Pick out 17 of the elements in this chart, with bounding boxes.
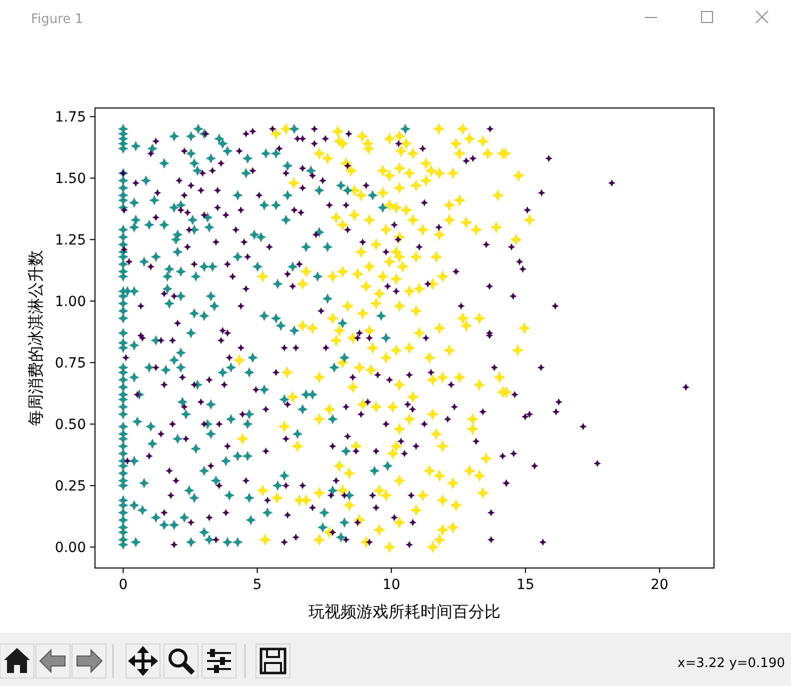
y-tick-label: 1.50 <box>54 171 86 188</box>
x-tick-label: 10 <box>382 577 400 593</box>
x-tick-label: 20 <box>650 577 668 593</box>
window-title: Figure 1 <box>31 12 84 27</box>
y-tick-label: 0.75 <box>54 356 86 372</box>
x-tick-label: 5 <box>252 577 262 593</box>
x-tick-label: 15 <box>516 577 534 593</box>
y-tick-label: 1.75 <box>54 110 86 126</box>
y-tick-label: 0.25 <box>54 478 86 495</box>
x-tick-label: 0 <box>118 577 128 593</box>
y-tick-label: 1.00 <box>54 294 86 310</box>
x-axis-title: 玩视频游戏所耗时间百分比 <box>308 602 500 621</box>
y-tick-label: 0.00 <box>54 540 86 556</box>
cursor-readout: x=3.22 y=0.190 <box>678 656 785 671</box>
y-tick-label: 1.25 <box>54 232 86 249</box>
y-tick-label: 0.50 <box>54 417 86 434</box>
y-axis-title: 每周消费的冰淇淋公升数 <box>26 250 45 426</box>
